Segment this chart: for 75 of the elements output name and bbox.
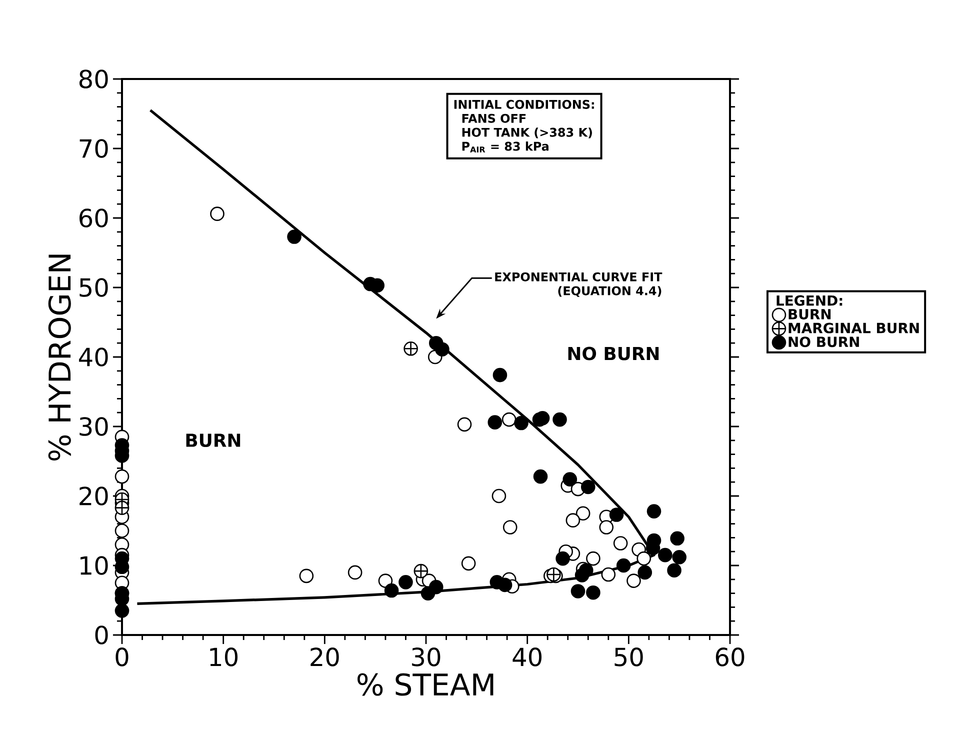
x-axis-title: % STEAM	[358, 673, 494, 696]
point	[299, 568, 314, 584]
y-tick-label: 50	[80, 278, 108, 297]
point	[414, 564, 428, 578]
point	[492, 368, 508, 382]
x-tick-label: 40	[512, 648, 542, 666]
point	[562, 472, 578, 486]
point	[210, 206, 224, 221]
x-tick-label: 30	[412, 648, 440, 666]
point	[492, 488, 506, 504]
point	[384, 583, 399, 598]
point	[672, 550, 686, 564]
point	[586, 585, 600, 600]
point	[570, 584, 586, 598]
legend-label: MARGINAL BURN	[788, 322, 919, 334]
point	[616, 558, 631, 573]
point	[461, 556, 476, 571]
point	[498, 578, 512, 592]
point	[626, 574, 641, 588]
point	[566, 513, 580, 528]
point	[646, 504, 662, 518]
point	[574, 568, 590, 582]
y-tick-label: 60	[80, 208, 108, 228]
point	[114, 524, 130, 538]
point	[502, 520, 518, 534]
point	[457, 417, 472, 432]
point	[638, 565, 652, 580]
y-tick-label: 10	[80, 556, 108, 575]
point	[114, 604, 130, 618]
point	[609, 508, 624, 522]
annotation: INITIAL CONDITIONS:	[454, 100, 594, 109]
point	[599, 520, 614, 534]
legend-label: BURN	[788, 309, 831, 320]
point	[552, 412, 567, 427]
annotation: EXPONENTIAL CURVE FIT	[495, 272, 662, 282]
x-tick-label: 0	[116, 648, 128, 666]
point	[428, 580, 444, 594]
point	[348, 565, 362, 580]
x-tick-label: 50	[614, 648, 643, 666]
x-tick-label: 20	[310, 648, 339, 666]
annotation: (EQUATION 4.4)	[558, 286, 662, 297]
point	[514, 416, 528, 430]
y-tick-label: 80	[79, 70, 108, 88]
annotation: HOT TANK (>383 K)	[462, 128, 592, 138]
annotation: FANS OFF	[462, 114, 526, 123]
legend-label: NO BURN	[788, 336, 859, 348]
legend-title: LEGEND:	[776, 295, 842, 306]
point	[658, 548, 672, 562]
x-tick-label: 60	[716, 648, 744, 666]
annotation: P$_{AIR}$ = 83 kPa	[462, 142, 548, 152]
point	[287, 230, 302, 244]
point	[601, 567, 616, 582]
point	[404, 342, 418, 356]
point	[435, 342, 450, 356]
point	[114, 500, 130, 515]
x-tick-label: 10	[210, 648, 238, 666]
annotation: BURN	[186, 434, 240, 448]
point	[488, 415, 502, 430]
y-tick-label: 0	[95, 626, 108, 644]
point	[580, 480, 596, 494]
y-tick-label: 70	[80, 139, 108, 158]
point	[533, 469, 548, 484]
point	[670, 531, 684, 546]
y-axis-title: % HYDROGEN	[48, 254, 71, 461]
y-tick-label: 40	[79, 348, 108, 366]
point	[636, 551, 652, 566]
y-tick-label: 20	[80, 486, 108, 506]
point	[613, 536, 628, 550]
point	[667, 563, 682, 578]
annotation: NO BURN	[568, 346, 659, 360]
point	[398, 575, 413, 590]
point	[586, 551, 600, 566]
point	[114, 469, 130, 484]
y-tick-label: 30	[80, 417, 108, 436]
point	[556, 551, 570, 566]
